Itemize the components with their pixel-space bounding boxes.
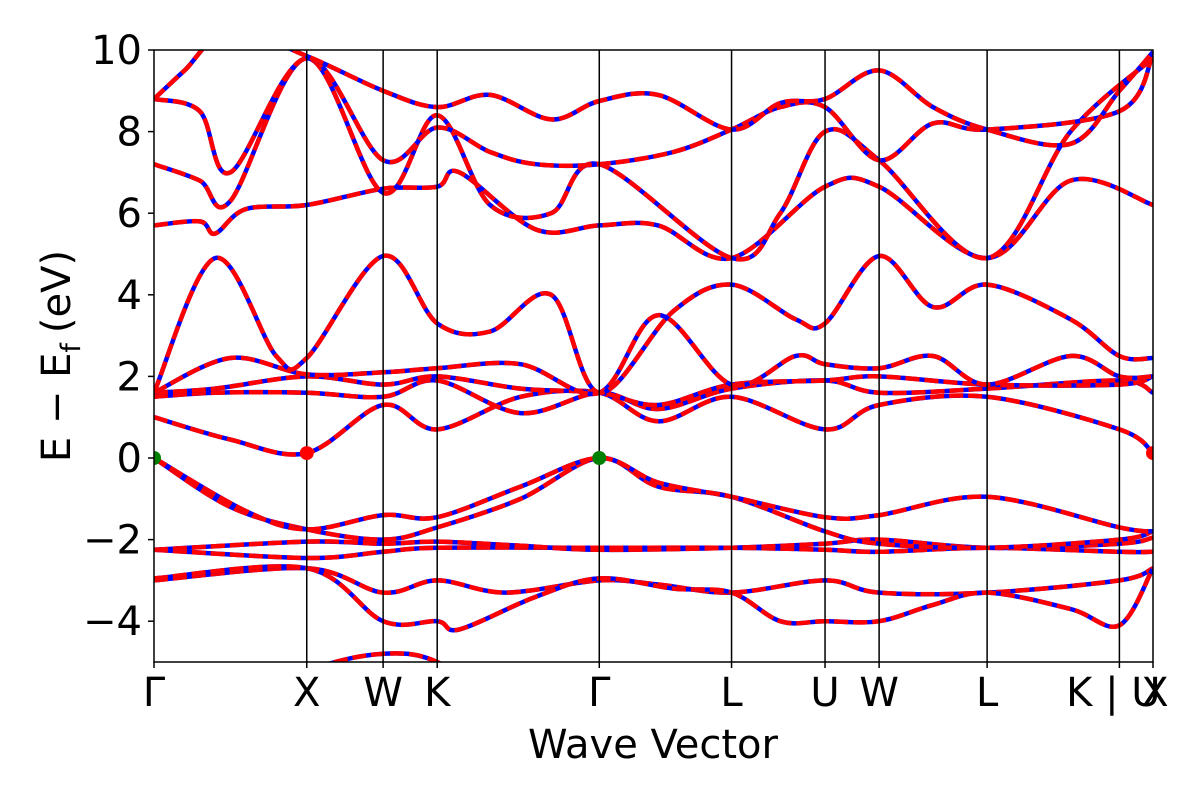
band-16-dashed bbox=[154, 50, 1153, 148]
band-8-dashed bbox=[154, 388, 1153, 457]
y-tick-label-4: 2 bbox=[117, 354, 142, 400]
x-tick-label-4: Γ bbox=[588, 670, 611, 716]
y-axis-label: E − Ef (eV) bbox=[34, 250, 87, 462]
band-7-dashed bbox=[154, 455, 1153, 534]
y-axis-label-subscript: f bbox=[56, 342, 87, 353]
y-tick-label-3: 4 bbox=[117, 273, 142, 319]
extremum-marker-3 bbox=[1146, 446, 1153, 461]
y-axis-label-unit: (eV) bbox=[34, 250, 80, 333]
x-tick-label-3: K bbox=[424, 670, 452, 716]
y-tick-label-7: −4 bbox=[83, 599, 142, 645]
band-2-dashed bbox=[154, 565, 1153, 597]
y-tick-label-5: 0 bbox=[117, 436, 142, 482]
x-axis-label: Wave Vector bbox=[528, 722, 779, 768]
y-tick-label-1: 8 bbox=[117, 110, 142, 156]
band-13-dashed bbox=[154, 168, 1153, 262]
x-tick-label-8: L bbox=[976, 670, 999, 716]
band-15-dashed bbox=[154, 52, 1153, 176]
y-tick-label-0: 10 bbox=[91, 28, 142, 74]
x-tick-label-6: U bbox=[810, 670, 839, 716]
x-tick-label-1: X bbox=[293, 670, 320, 716]
y-tick-label-2: 6 bbox=[117, 191, 142, 237]
x-tick-label-9: K | U bbox=[1066, 670, 1160, 716]
y-axis-label-main: E − E bbox=[34, 353, 80, 463]
x-tick-label-2: W bbox=[363, 670, 403, 716]
band-6-dashed bbox=[154, 455, 1153, 551]
band-7-solid bbox=[154, 455, 1153, 534]
extremum-marker-1 bbox=[592, 451, 607, 465]
y-tick-label-6: −2 bbox=[83, 518, 142, 564]
x-tick-label-7: W bbox=[859, 670, 899, 716]
x-tick-label-0: Γ bbox=[143, 670, 166, 716]
band-11-dashed bbox=[154, 312, 1153, 397]
x-tick-label-10: X bbox=[1141, 670, 1168, 716]
band-3-solid bbox=[154, 564, 1153, 633]
bands-layer bbox=[154, 50, 1153, 662]
band-1-dashed bbox=[326, 651, 442, 662]
extremum-marker-2 bbox=[299, 446, 314, 461]
band-12-dashed bbox=[154, 253, 1153, 395]
extremum-marker-0 bbox=[154, 451, 161, 465]
kpoint-lines bbox=[306, 50, 1121, 662]
extrema-markers bbox=[154, 446, 1153, 465]
plot-frame bbox=[153, 49, 1154, 663]
band-6-solid bbox=[154, 455, 1153, 551]
y-axis-ticks: 10 8 6 4 2 0 −2 −4 bbox=[83, 28, 154, 645]
band-3-dashed bbox=[154, 564, 1153, 633]
x-tick-label-5: L bbox=[720, 670, 743, 716]
